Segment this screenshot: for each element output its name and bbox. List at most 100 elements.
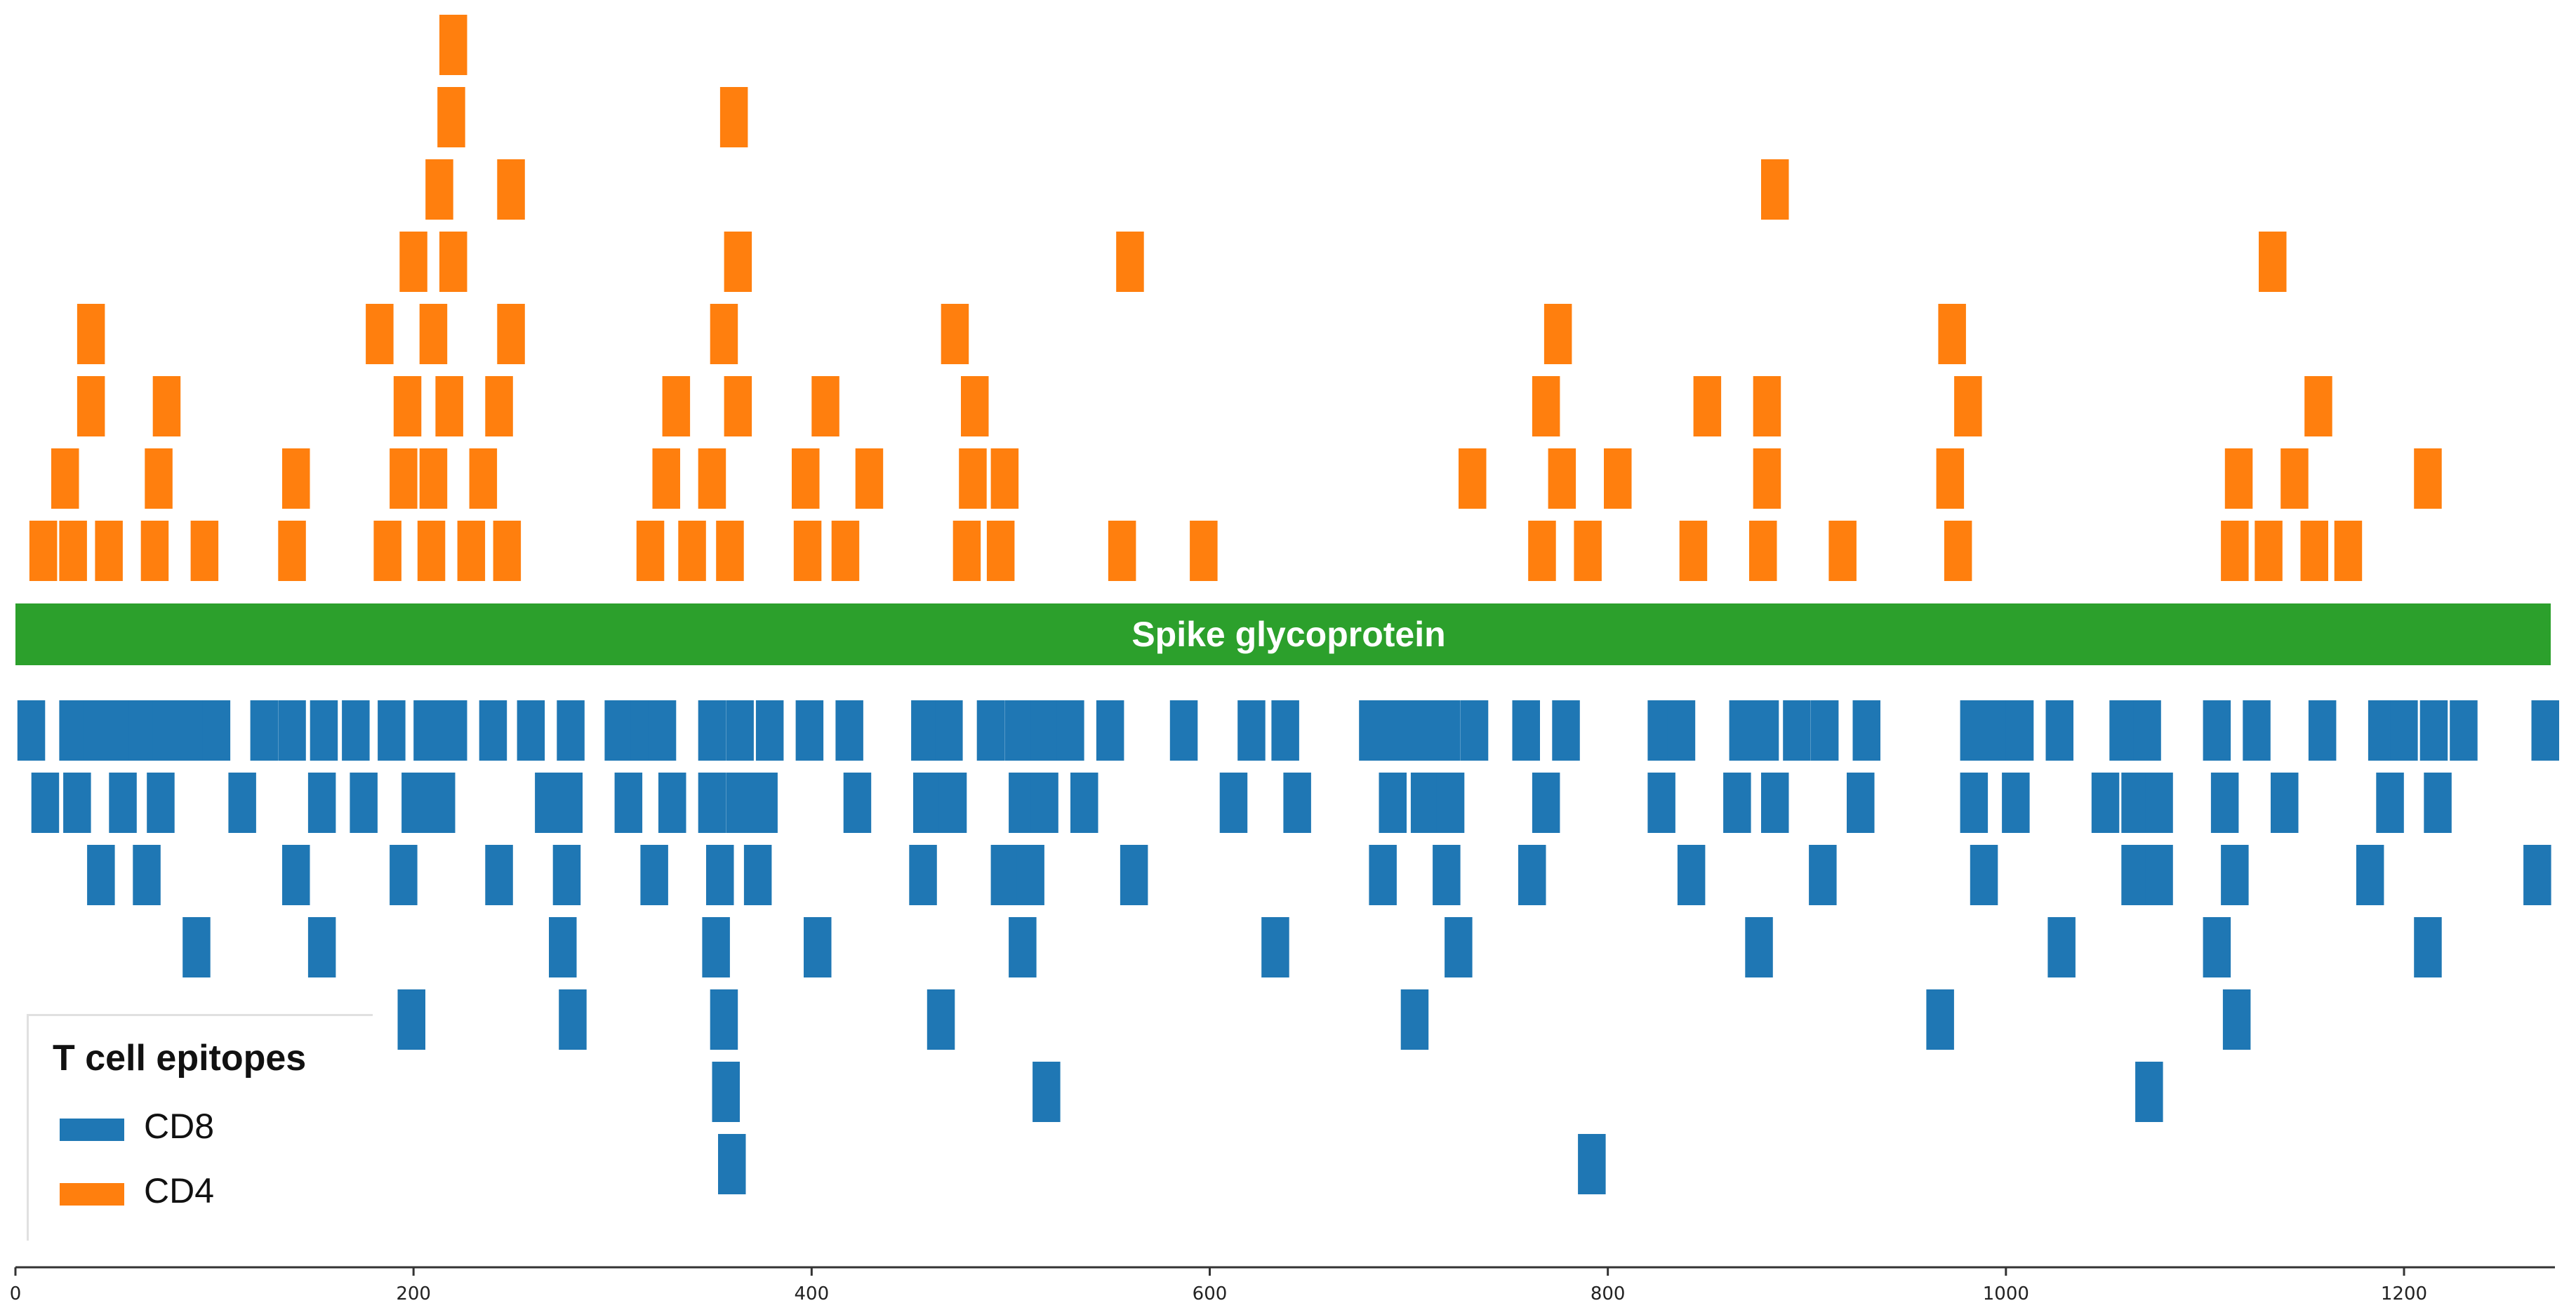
cd8-epitope-r0-20 (648, 700, 677, 761)
cd4-epitope-r0-26 (2255, 521, 2283, 581)
cd4-epitope-r1-6 (652, 448, 680, 509)
cd8-epitope-r2-20 (2145, 845, 2173, 905)
cd4-epitope-r4-3 (1116, 232, 1144, 292)
cd4-epitope-r1-12 (1459, 448, 1487, 509)
cd8-epitope-r0-46 (1751, 700, 1779, 761)
cd8-epitope-r0-26 (911, 700, 939, 761)
x-tick-label-1200: 1200 (2381, 1283, 2427, 1304)
cd8-epitope-r1-15 (750, 773, 778, 833)
cd8-epitope-r2-18 (1970, 845, 1998, 905)
cd8-epitope-r1-0 (31, 773, 60, 833)
cd4-epitope-r2-9 (1532, 376, 1560, 436)
cd4-epitope-r0-3 (140, 521, 169, 581)
cd4-epitope-r2-4 (485, 376, 513, 436)
cd4-epitope-r3-7 (1938, 304, 1966, 364)
cd8-epitope-r1-8 (427, 773, 456, 833)
cd8-epitope-r1-37 (2210, 773, 2239, 833)
cd4-epitope-r5-0 (425, 159, 453, 220)
cd8-epitope-r0-8 (250, 700, 279, 761)
cd4-epitope-r0-12 (716, 521, 744, 581)
cd8-epitope-r0-13 (413, 700, 441, 761)
cd8-epitope-r0-11 (342, 700, 370, 761)
cd8-epitope-r4-0 (397, 989, 425, 1050)
x-tick-label-600: 600 (1193, 1283, 1228, 1304)
cd8-epitope-r3-7 (1445, 917, 1473, 977)
cd4-epitope-r3-6 (1543, 304, 1572, 364)
legend-label-cd4: CD4 (144, 1171, 215, 1210)
cd4-epitope-r3-4 (710, 304, 738, 364)
cd4-epitope-r2-6 (724, 376, 752, 436)
cd8-epitope-r1-24 (1379, 773, 1407, 833)
cd8-epitope-r5-0 (712, 1062, 740, 1122)
cd8-epitope-r0-18 (604, 700, 632, 761)
cd8-epitope-r1-25 (1410, 773, 1439, 833)
cd8-epitope-r2-12 (1120, 845, 1148, 905)
cd4-epitope-r1-1 (145, 448, 173, 509)
cd8-epitope-r0-33 (1169, 700, 1198, 761)
cd8-epitope-r1-32 (1960, 773, 1989, 833)
cd4-epitope-r2-3 (435, 376, 463, 436)
cd8-epitope-r0-36 (1359, 700, 1387, 761)
cd4-epitope-r0-20 (1574, 521, 1602, 581)
cd8-epitope-marks (17, 700, 2559, 1194)
cd8-epitope-r1-31 (1847, 773, 1875, 833)
cd8-epitope-r0-57 (2243, 700, 2271, 761)
cd8-epitope-r0-2 (83, 700, 111, 761)
cd8-epitope-r2-13 (1369, 845, 1397, 905)
cd4-epitope-r1-0 (51, 448, 79, 509)
x-axis: 0 200 400 600 800 1000 1200 (10, 1266, 2555, 1304)
cd8-epitope-r2-7 (706, 845, 734, 905)
cd8-epitope-r2-9 (909, 845, 937, 905)
cd8-epitope-r0-28 (976, 700, 1005, 761)
cd4-epitope-r1-15 (1753, 448, 1781, 509)
cd4-epitope-r1-17 (2224, 448, 2253, 509)
cd8-epitope-r0-40 (1460, 700, 1489, 761)
legend: T cell epitopes CD8 CD4 (27, 1014, 373, 1241)
legend-title: T cell epitopes (53, 1038, 307, 1079)
cd4-epitope-r3-1 (366, 304, 394, 364)
cd8-epitope-r0-54 (2109, 700, 2137, 761)
cd8-epitope-r5-2 (2135, 1062, 2163, 1122)
cd4-epitope-r1-19 (2414, 448, 2442, 509)
cd8-epitope-r0-17 (557, 700, 585, 761)
cd8-epitope-r0-47 (1783, 700, 1811, 761)
cd4-epitope-r0-1 (59, 521, 87, 581)
cd8-epitope-r3-8 (1745, 917, 1773, 977)
cd8-epitope-r0-50 (1960, 700, 1989, 761)
cd8-epitope-r3-2 (549, 917, 577, 977)
cd4-epitope-r2-5 (662, 376, 691, 436)
cd4-epitope-r3-0 (77, 304, 105, 364)
cd4-epitope-r2-8 (961, 376, 989, 436)
cd8-epitope-r1-14 (726, 773, 754, 833)
cd8-epitope-r0-55 (2133, 700, 2161, 761)
cd8-epitope-r0-60 (2390, 700, 2418, 761)
cd8-epitope-r1-26 (1436, 773, 1465, 833)
cd4-epitope-r4-0 (399, 232, 427, 292)
cd8-epitope-r1-4 (228, 773, 256, 833)
cd4-epitope-r0-6 (373, 521, 401, 581)
cd8-epitope-r0-30 (1030, 700, 1058, 761)
cd8-epitope-r4-6 (2222, 989, 2251, 1050)
cd8-epitope-r1-3 (147, 773, 175, 833)
spike-protein-label: Spike glycoprotein (1131, 615, 1445, 654)
cd8-epitope-r3-1 (307, 917, 336, 977)
cd8-epitope-r1-12 (658, 773, 686, 833)
cd4-epitope-r0-28 (2334, 521, 2363, 581)
cd8-epitope-r0-37 (1383, 700, 1411, 761)
cd4-epitope-r0-14 (831, 521, 860, 581)
cd8-epitope-r4-1 (559, 989, 587, 1050)
cd8-epitope-r0-0 (17, 700, 46, 761)
cd8-epitope-r2-2 (282, 845, 310, 905)
cd8-epitope-r3-11 (2414, 917, 2442, 977)
cd8-epitope-r0-58 (2308, 700, 2337, 761)
cd8-epitope-r1-1 (63, 773, 91, 833)
cd8-epitope-r0-5 (152, 700, 181, 761)
cd8-epitope-r1-20 (1030, 773, 1058, 833)
cd4-epitope-r0-15 (952, 521, 981, 581)
cd4-epitope-r3-2 (419, 304, 448, 364)
cd4-epitope-r0-7 (417, 521, 446, 581)
cd8-epitope-r2-8 (743, 845, 772, 905)
x-tick-label-0: 0 (10, 1283, 22, 1304)
cd4-epitope-r2-11 (1753, 376, 1781, 436)
cd8-epitope-r2-1 (133, 845, 161, 905)
